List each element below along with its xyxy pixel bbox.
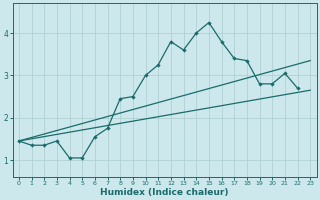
X-axis label: Humidex (Indice chaleur): Humidex (Indice chaleur) [100,188,229,197]
